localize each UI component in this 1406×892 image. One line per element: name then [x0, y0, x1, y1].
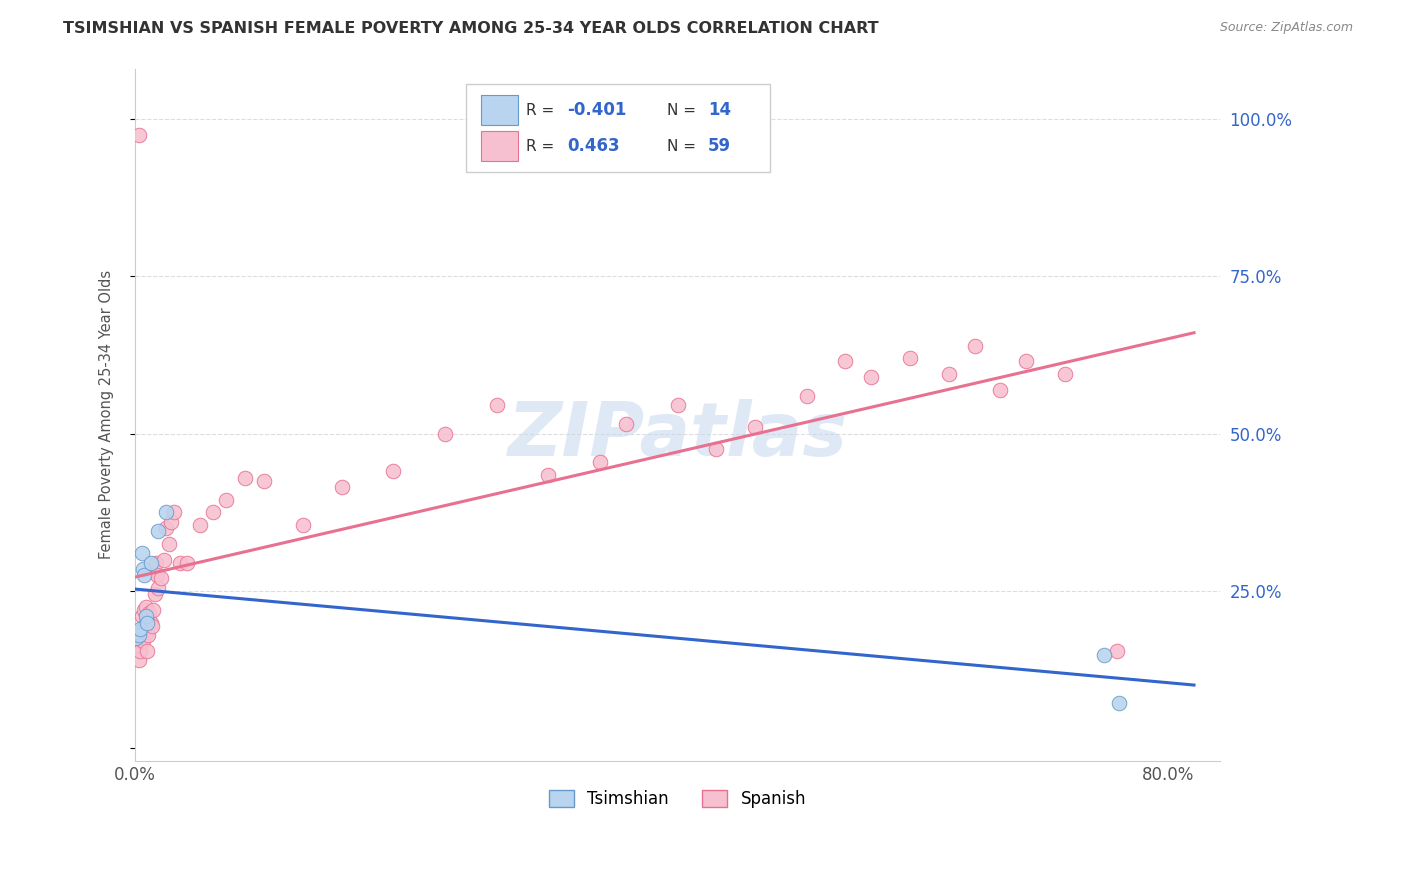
Point	[148, 524, 170, 539]
Point	[834, 354, 856, 368]
Point	[1108, 696, 1130, 710]
Point	[666, 398, 689, 412]
Text: 59: 59	[707, 137, 731, 155]
Point	[135, 599, 157, 614]
Text: 0.463: 0.463	[567, 137, 620, 155]
Point	[988, 383, 1011, 397]
Point	[148, 581, 170, 595]
Point	[129, 625, 152, 640]
Point	[589, 455, 612, 469]
Point	[131, 546, 153, 560]
Point	[485, 398, 508, 412]
FancyBboxPatch shape	[465, 84, 769, 172]
Text: ZIPatlas: ZIPatlas	[508, 399, 848, 472]
Point	[155, 521, 177, 535]
Point	[127, 625, 149, 640]
Text: N =: N =	[666, 103, 700, 118]
Point	[744, 420, 766, 434]
Point	[131, 625, 153, 640]
Point	[163, 505, 186, 519]
Point	[142, 603, 165, 617]
Point	[188, 518, 211, 533]
Point	[1015, 354, 1038, 368]
Point	[382, 465, 405, 479]
Point	[938, 367, 960, 381]
Point	[135, 625, 157, 640]
Point	[176, 556, 198, 570]
Text: R =: R =	[526, 138, 558, 153]
Text: R =: R =	[526, 103, 558, 118]
Point	[537, 467, 560, 482]
Text: 14: 14	[707, 101, 731, 119]
Point	[136, 628, 159, 642]
Point	[152, 552, 174, 566]
Text: TSIMSHIAN VS SPANISH FEMALE POVERTY AMONG 25-34 YEAR OLDS CORRELATION CHART: TSIMSHIAN VS SPANISH FEMALE POVERTY AMON…	[63, 21, 879, 37]
Point	[128, 128, 150, 142]
Point	[129, 622, 152, 636]
Text: -0.401: -0.401	[567, 101, 626, 119]
Point	[898, 351, 921, 365]
Y-axis label: Female Poverty Among 25-34 Year Olds: Female Poverty Among 25-34 Year Olds	[100, 270, 114, 559]
Point	[1105, 644, 1128, 658]
Point	[201, 505, 224, 519]
Point	[150, 572, 173, 586]
Point	[135, 644, 157, 658]
Point	[129, 644, 152, 658]
Point	[132, 562, 155, 576]
Point	[128, 653, 150, 667]
Text: N =: N =	[666, 138, 700, 153]
Point	[132, 622, 155, 636]
Point	[233, 471, 256, 485]
Point	[128, 628, 150, 642]
Point	[169, 556, 191, 570]
Point	[796, 389, 818, 403]
Point	[139, 615, 162, 630]
Point	[330, 480, 353, 494]
Point	[125, 634, 148, 648]
Point	[125, 632, 148, 646]
Text: Source: ZipAtlas.com: Source: ZipAtlas.com	[1219, 21, 1353, 35]
Point	[143, 587, 166, 601]
Point	[614, 417, 637, 432]
FancyBboxPatch shape	[481, 95, 517, 125]
Point	[157, 537, 180, 551]
Point	[860, 370, 883, 384]
Point	[155, 505, 177, 519]
Point	[127, 638, 149, 652]
Point	[139, 556, 162, 570]
Point	[128, 634, 150, 648]
Point	[253, 474, 276, 488]
Point	[434, 426, 457, 441]
Point	[145, 556, 167, 570]
Point	[146, 568, 169, 582]
Point	[1053, 367, 1076, 381]
Point	[214, 492, 236, 507]
Point	[131, 609, 153, 624]
Point	[135, 615, 157, 630]
Point	[704, 442, 727, 457]
Point	[134, 568, 156, 582]
Point	[135, 609, 157, 624]
Point	[138, 606, 160, 620]
Point	[134, 618, 156, 632]
Point	[292, 518, 315, 533]
Point	[1092, 648, 1115, 663]
Legend: Tsimshian, Spanish: Tsimshian, Spanish	[543, 783, 813, 815]
Point	[134, 603, 156, 617]
Point	[132, 634, 155, 648]
Point	[963, 338, 986, 352]
Point	[160, 515, 183, 529]
FancyBboxPatch shape	[481, 131, 517, 161]
Point	[141, 618, 163, 632]
